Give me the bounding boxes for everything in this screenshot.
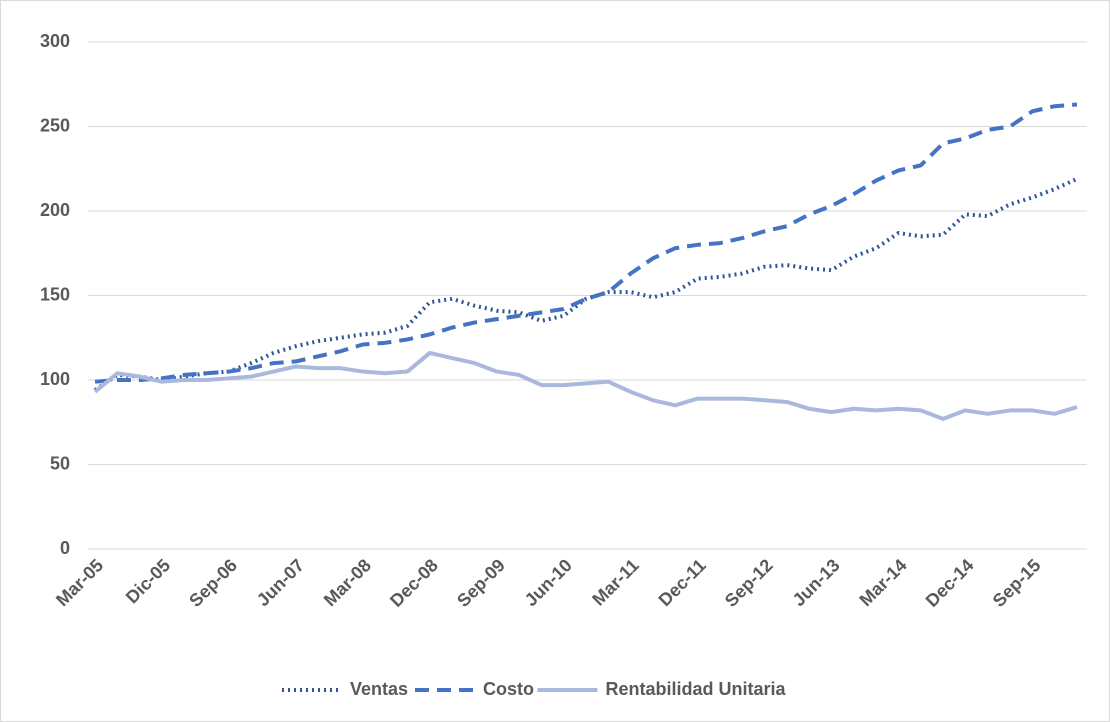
line-series xyxy=(93,350,1078,421)
y-tick-label: 100 xyxy=(40,369,70,389)
legend-label: Rentabilidad Unitaria xyxy=(606,679,787,699)
y-tick-label: 200 xyxy=(40,200,70,220)
line-series xyxy=(94,102,1078,384)
y-tick-label: 150 xyxy=(40,284,70,304)
legend-label: Costo xyxy=(483,679,534,699)
line-series xyxy=(93,177,1078,392)
y-tick-label: 300 xyxy=(40,31,70,51)
legend-label: Ventas xyxy=(350,679,408,699)
y-tick-label: 250 xyxy=(40,115,70,135)
y-tick-label: 50 xyxy=(50,453,70,473)
y-tick-label: 0 xyxy=(60,538,70,558)
